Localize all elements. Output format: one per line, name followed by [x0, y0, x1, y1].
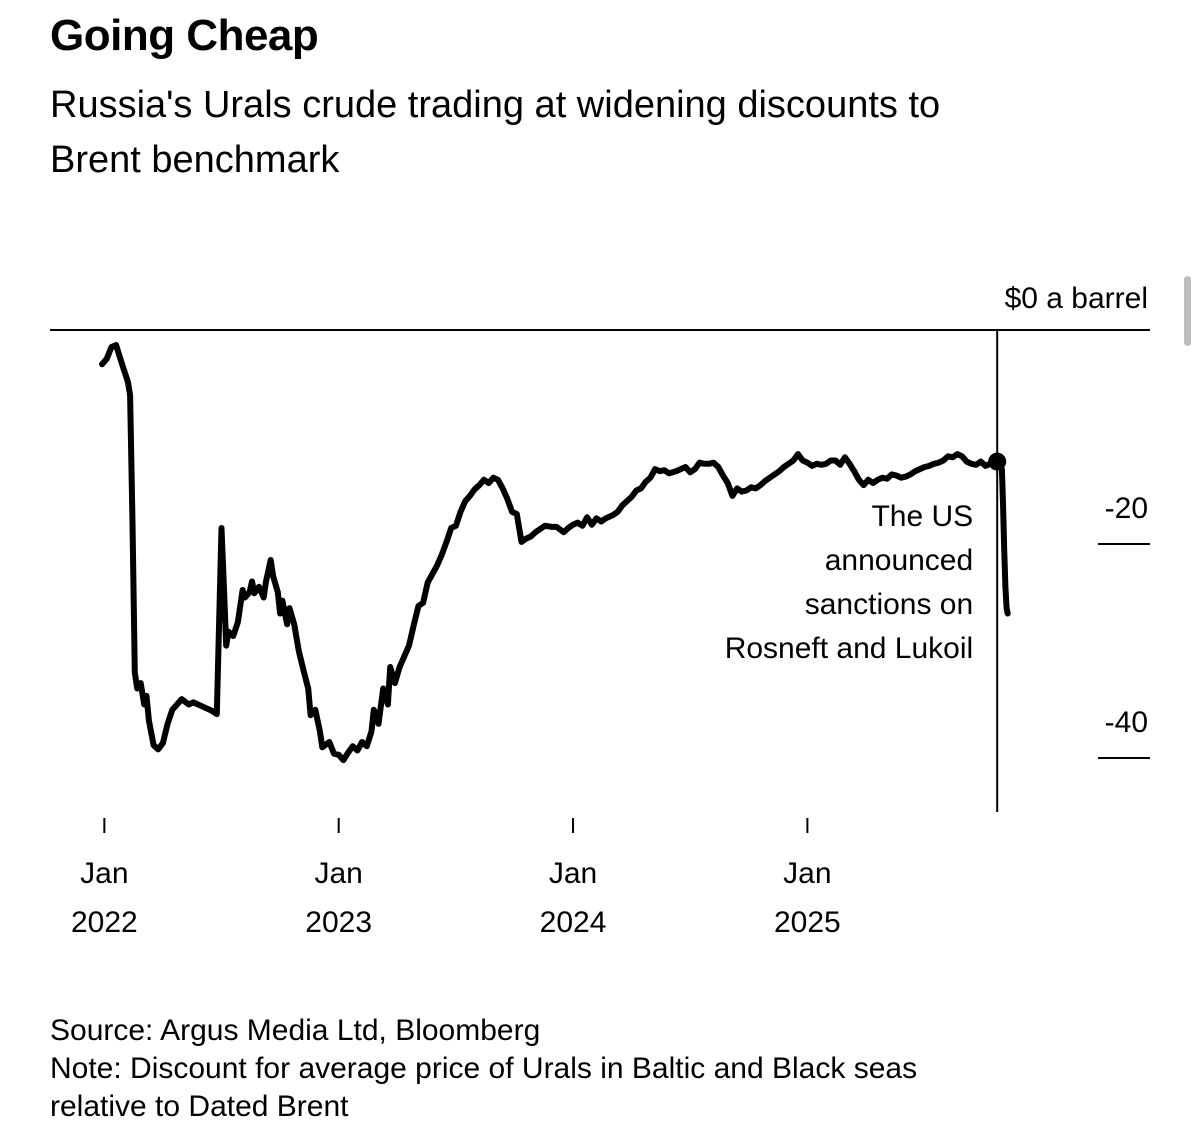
y-tick-label: -20	[1105, 492, 1148, 525]
x-tick-label-month: Jan	[549, 857, 597, 890]
chart-title: Going Cheap	[50, 11, 318, 60]
x-tick-label-month: Jan	[80, 857, 128, 890]
x-tick-label-year: 2025	[774, 906, 841, 939]
annotation-text-line: announced	[825, 544, 973, 577]
x-tick-label-year: 2024	[540, 906, 607, 939]
x-tick-label-month: Jan	[783, 857, 831, 890]
y-tick-label: -40	[1105, 706, 1148, 739]
annotation-marker	[988, 452, 1007, 471]
annotation-text-line: sanctions on	[805, 588, 973, 621]
footer-note-line-1: Note: Discount for average price of Ural…	[50, 1052, 917, 1085]
x-tick-label-year: 2023	[305, 906, 372, 939]
y-tick-label-0: $0 a barrel	[1005, 282, 1148, 315]
axes: $0 a barrel -20 -40 Jan 2022 Jan 2023 Jan 2024 Ja…	[50, 282, 1150, 939]
chart-subtitle-line-2: Brent benchmark	[50, 139, 340, 181]
annotation: The US announced sanctions on Rosneft and L…	[725, 330, 1007, 812]
annotation-text-line: The US	[871, 500, 973, 533]
footer-source: Source: Argus Media Ltd, Bloomberg	[50, 1014, 540, 1047]
x-tick-label-month: Jan	[314, 857, 362, 890]
scrollbar-thumb[interactable]	[1184, 276, 1191, 346]
series-line-urals-discount	[99, 342, 1011, 764]
chart-subtitle-line-1: Russia's Urals crude trading at widening…	[50, 84, 940, 126]
footer-note-line-2: relative to Dated Brent	[50, 1090, 349, 1123]
annotation-text-line: Rosneft and Lukoil	[725, 632, 974, 665]
x-tick-label-year: 2022	[71, 906, 138, 939]
